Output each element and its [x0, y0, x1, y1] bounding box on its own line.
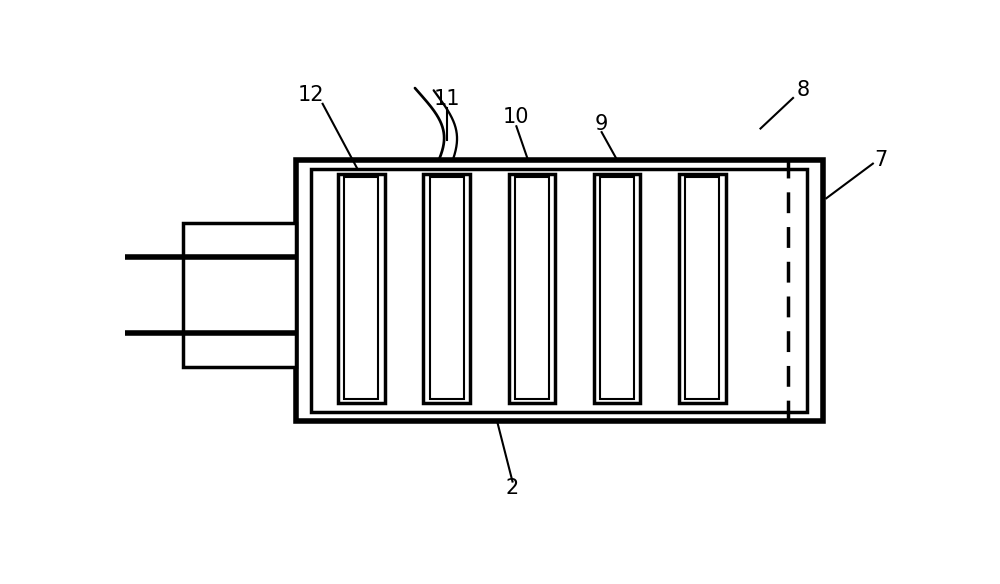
- Bar: [338, 173, 385, 403]
- Text: 7: 7: [874, 150, 887, 170]
- Text: 10: 10: [503, 107, 530, 127]
- Bar: [423, 173, 470, 403]
- Bar: [430, 177, 464, 399]
- Bar: [679, 173, 726, 403]
- Bar: [600, 177, 634, 399]
- Text: 9: 9: [595, 114, 608, 134]
- Bar: [311, 169, 807, 412]
- Bar: [344, 177, 378, 399]
- Text: 11: 11: [433, 89, 460, 109]
- Bar: [183, 223, 296, 367]
- Bar: [296, 160, 822, 421]
- Bar: [594, 173, 640, 403]
- Bar: [509, 173, 555, 403]
- Text: 2: 2: [506, 478, 519, 498]
- Bar: [515, 177, 549, 399]
- Text: 8: 8: [797, 81, 810, 100]
- Text: 12: 12: [298, 85, 324, 105]
- Bar: [685, 177, 719, 399]
